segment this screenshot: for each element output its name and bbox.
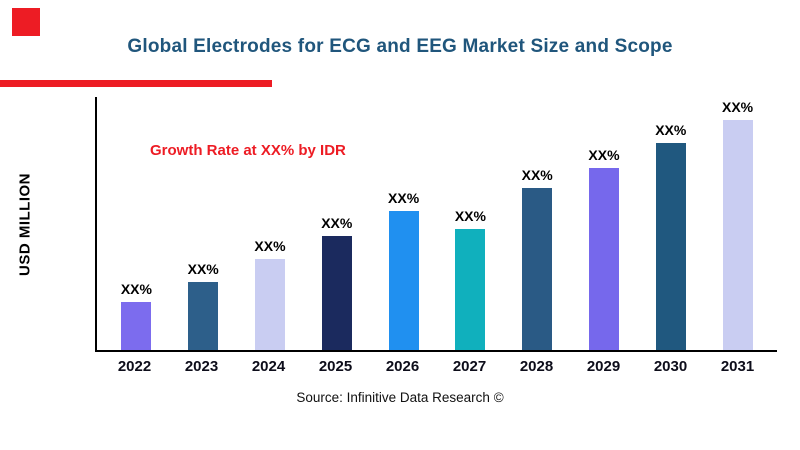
bar-value-label: XX%	[454, 207, 486, 224]
x-tick-label: 2029	[586, 358, 621, 375]
x-tick-label: 2022	[117, 358, 152, 375]
x-tick-label: 2025	[318, 358, 353, 375]
bar-value-label: XX%	[521, 167, 553, 184]
bar-2024	[254, 258, 285, 350]
x-tick-label: 2024	[251, 358, 286, 375]
bar-2022	[121, 301, 152, 350]
bar-value-label: XX%	[655, 121, 687, 138]
bars: XX% XX% XX% XX% XX% XX% XX% XX% XX% XX%	[97, 97, 777, 350]
bar-2029	[588, 167, 619, 350]
bar-2023	[188, 281, 219, 350]
bar-2031	[722, 119, 753, 350]
bar-value-label: XX%	[254, 237, 286, 254]
bar-slot: XX%	[504, 97, 571, 350]
bar-slot: XX%	[571, 97, 638, 350]
bar-slot: XX%	[237, 97, 304, 350]
title-underline-stripe	[0, 80, 272, 87]
bar-slot: XX%	[103, 97, 170, 350]
y-axis-label: USD MILLION	[16, 173, 34, 277]
bar-value-label: XX%	[321, 215, 353, 232]
bar-value-label: XX%	[388, 189, 420, 206]
bar-slot: XX%	[704, 97, 771, 350]
source-credit: Source: Infinitive Data Research ©	[296, 390, 504, 405]
bar-slot: XX%	[370, 97, 437, 350]
bar-value-label: XX%	[187, 260, 219, 277]
x-tick-label: 2027	[452, 358, 487, 375]
bar-slot: XX%	[437, 97, 504, 350]
x-tick-label: 2028	[519, 358, 554, 375]
x-tick-label: 2023	[184, 358, 219, 375]
bar-2030	[655, 142, 686, 350]
chart-title: Global Electrodes for ECG and EEG Market…	[127, 36, 673, 57]
bar-slot: XX%	[303, 97, 370, 350]
plot-area: XX% XX% XX% XX% XX% XX% XX% XX% XX% XX%	[95, 97, 777, 352]
x-tick-label: 2026	[385, 358, 420, 375]
bar-value-label: XX%	[588, 146, 620, 163]
bar-2027	[455, 228, 486, 350]
growth-rate-annotation: Growth Rate at XX% by IDR	[150, 142, 346, 159]
bar-2026	[388, 210, 419, 350]
bar-slot: XX%	[170, 97, 237, 350]
bar-value-label: XX%	[120, 280, 152, 297]
bar-2025	[321, 236, 352, 350]
x-axis-labels: 2022 2023 2024 2025 2026 2027 2028 2029 2030 2031	[95, 358, 777, 375]
x-tick-label: 2030	[653, 358, 688, 375]
brand-accent-square	[12, 8, 40, 36]
bar-slot: XX%	[637, 97, 704, 350]
x-tick-label: 2031	[720, 358, 755, 375]
bar-value-label: XX%	[722, 98, 754, 115]
bar-2028	[522, 188, 553, 350]
